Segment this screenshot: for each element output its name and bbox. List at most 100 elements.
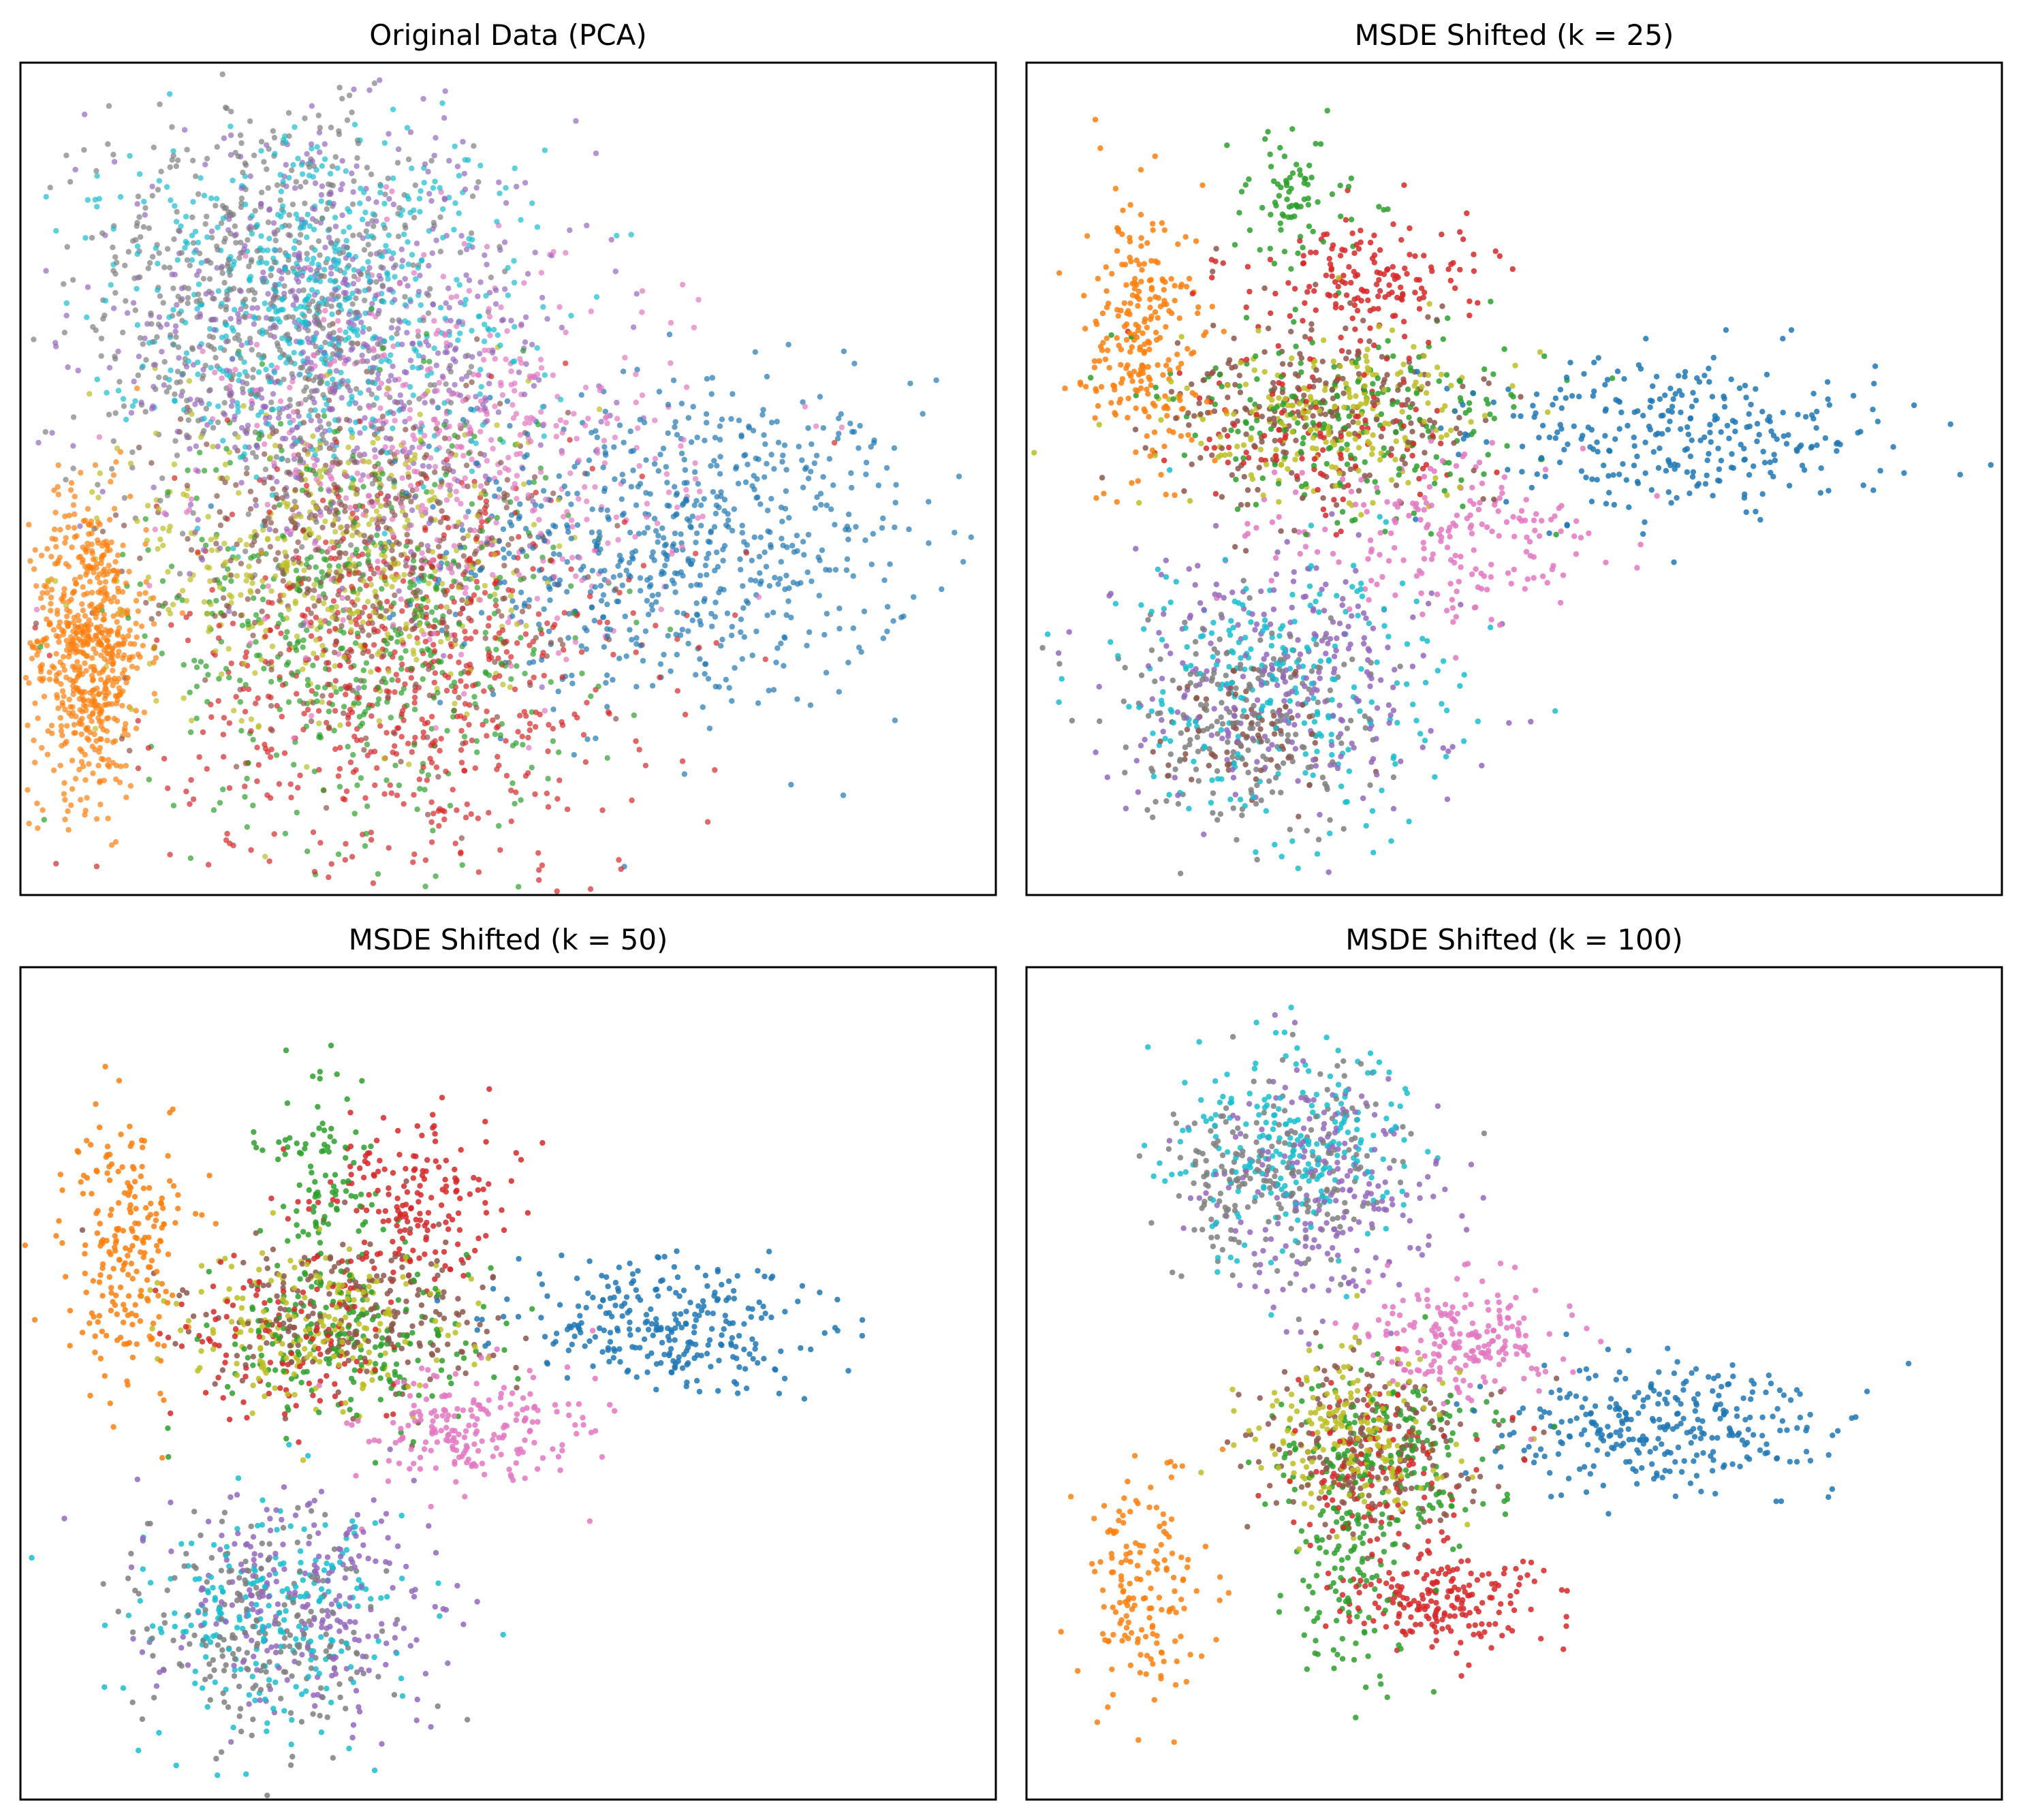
scatter-point bbox=[356, 503, 363, 509]
scatter-point bbox=[838, 411, 845, 417]
scatter-point bbox=[254, 778, 260, 785]
scatter-point bbox=[799, 457, 805, 463]
scatter-point bbox=[462, 590, 469, 596]
scatter-point bbox=[174, 208, 180, 215]
scatter-point bbox=[451, 578, 457, 584]
scatter-point bbox=[653, 623, 659, 629]
scatter-point bbox=[426, 666, 432, 672]
scatter-point bbox=[389, 188, 395, 195]
scatter-point bbox=[398, 264, 405, 270]
scatter-point bbox=[75, 624, 81, 631]
scatter-point bbox=[332, 215, 339, 221]
scatter-point bbox=[401, 571, 407, 578]
scatter-point bbox=[446, 609, 452, 615]
scatter-point bbox=[584, 516, 590, 522]
scatter-point bbox=[61, 791, 67, 797]
scatter-point bbox=[517, 432, 524, 438]
scatter-point bbox=[268, 399, 275, 405]
scatter-point bbox=[683, 384, 690, 390]
scatter-point bbox=[76, 664, 83, 670]
scatter-point bbox=[277, 172, 283, 178]
scatter-point bbox=[358, 358, 365, 364]
scatter-point bbox=[199, 556, 206, 563]
scatter-point bbox=[126, 569, 132, 575]
scatter-point bbox=[406, 399, 413, 406]
scatter-point bbox=[137, 171, 143, 177]
scatter-point bbox=[272, 379, 279, 386]
scatter-point bbox=[214, 493, 220, 499]
scatter-point bbox=[773, 659, 779, 665]
scatter-point bbox=[423, 614, 429, 621]
scatter-point bbox=[527, 682, 533, 689]
scatter-point bbox=[424, 543, 431, 549]
scatter-point bbox=[45, 578, 51, 584]
scatter-point bbox=[70, 691, 76, 697]
scatter-point bbox=[477, 428, 484, 435]
scatter-point bbox=[568, 566, 574, 572]
scatter-point bbox=[744, 461, 751, 468]
scatter-point bbox=[621, 519, 628, 525]
scatter-point bbox=[521, 391, 528, 398]
scatter-point bbox=[430, 225, 436, 232]
scatter-point bbox=[339, 623, 345, 629]
scatter-point bbox=[108, 842, 115, 848]
scatter-point bbox=[443, 631, 450, 638]
scatter-point bbox=[730, 391, 736, 397]
scatter-point bbox=[373, 508, 380, 514]
scatter-point bbox=[47, 185, 53, 191]
scatter-point bbox=[260, 269, 266, 276]
scatter-point bbox=[317, 840, 324, 846]
scatter-point bbox=[637, 481, 644, 487]
scatter-point bbox=[441, 532, 447, 538]
scatter-point bbox=[304, 586, 311, 592]
scatter-point bbox=[433, 135, 439, 141]
scatter-point bbox=[615, 537, 621, 543]
scatter-point bbox=[858, 649, 864, 655]
scatter-point bbox=[108, 628, 114, 634]
scatter-point bbox=[299, 544, 305, 550]
scatter-point bbox=[71, 589, 78, 595]
scatter-point bbox=[497, 732, 503, 738]
scatter-point bbox=[384, 599, 390, 605]
scatter-point bbox=[304, 256, 311, 262]
scatter-point bbox=[452, 700, 458, 707]
scatter-point bbox=[692, 475, 699, 482]
scatter-point bbox=[44, 590, 50, 596]
scatter-point bbox=[322, 595, 328, 601]
scatter-point bbox=[433, 331, 439, 337]
scatter-point bbox=[538, 270, 545, 276]
scatter-point bbox=[33, 583, 40, 589]
scatter-point bbox=[850, 573, 856, 579]
scatter-point bbox=[398, 734, 405, 740]
scatter-point bbox=[292, 487, 298, 493]
scatter-point bbox=[300, 527, 307, 534]
scatter-point bbox=[144, 503, 151, 509]
scatter-point bbox=[821, 631, 828, 638]
scatter-point bbox=[659, 525, 665, 531]
scatter-point bbox=[383, 391, 390, 398]
scatter-point bbox=[208, 537, 214, 543]
scatter-point bbox=[320, 392, 326, 398]
scatter-point bbox=[622, 354, 628, 361]
scatter-point bbox=[182, 319, 189, 326]
scatter-point bbox=[254, 744, 260, 751]
scatter-point bbox=[248, 405, 255, 411]
scatter-point bbox=[432, 568, 438, 574]
scatter-point bbox=[639, 473, 645, 480]
scatter-point bbox=[430, 219, 437, 226]
scatter-point bbox=[753, 628, 759, 635]
scatter-point bbox=[424, 388, 430, 394]
scatter-point bbox=[712, 435, 719, 441]
scatter-point bbox=[195, 371, 201, 377]
scatter-point bbox=[106, 364, 113, 371]
scatter-point bbox=[801, 552, 807, 558]
scatter-point bbox=[322, 156, 328, 162]
scatter-point bbox=[39, 662, 45, 668]
scatter-point bbox=[364, 368, 370, 375]
scatter-point bbox=[93, 863, 100, 870]
scatter-point bbox=[823, 567, 829, 573]
scatter-point bbox=[336, 84, 343, 91]
scatter-point bbox=[102, 298, 109, 304]
scatter-points bbox=[22, 71, 974, 894]
scatter-point bbox=[452, 347, 458, 353]
